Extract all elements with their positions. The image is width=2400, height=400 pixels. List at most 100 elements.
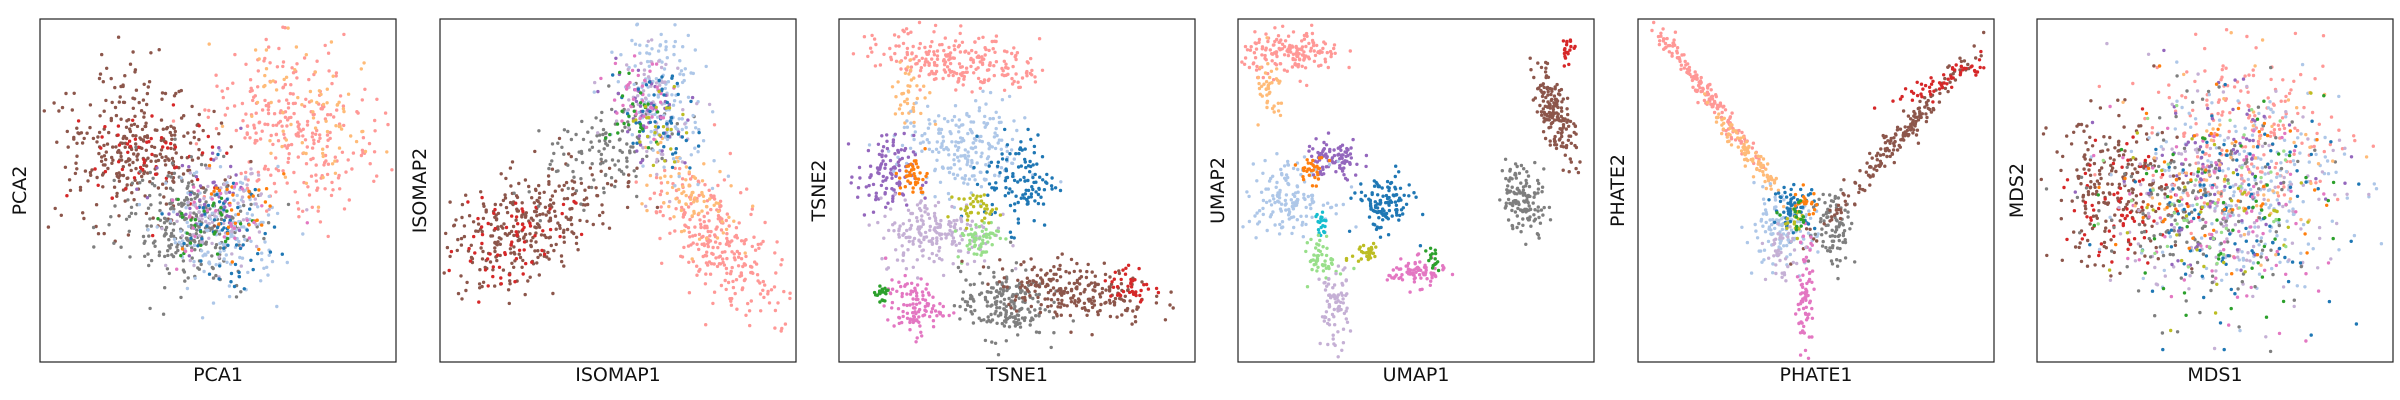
data-point-brown [113, 85, 117, 90]
data-point-blue [256, 252, 260, 256]
data-point-light_blue [933, 119, 937, 124]
data-point-gray [1015, 322, 1020, 326]
scatter-points [42, 25, 394, 320]
data-point-salmon [1333, 51, 1337, 55]
data-point-light_orange [697, 237, 702, 241]
data-point-salmon [909, 30, 913, 34]
data-point-gray [625, 142, 629, 146]
data-point-salmon [697, 232, 702, 237]
data-point-blue [1397, 218, 1401, 222]
data-point-blue [1353, 191, 1357, 195]
data-point-blue [237, 275, 242, 279]
data-point-light_blue [1273, 200, 1277, 205]
data-point-lavender [250, 171, 254, 176]
data-point-lavender [664, 62, 668, 67]
data-point-purple [1338, 163, 1342, 168]
data-point-lavender [935, 231, 939, 235]
data-point-gray [148, 306, 152, 311]
data-point-light_blue [638, 43, 642, 47]
data-point-lavender [950, 204, 954, 209]
data-point-purple [234, 173, 238, 177]
x-axis-label: PCA1 [193, 364, 243, 386]
data-point-light_blue [1286, 163, 1291, 167]
data-point-light_orange [697, 211, 701, 215]
data-point-blue [1393, 187, 1398, 191]
data-point-salmon [1243, 44, 1248, 49]
data-point-salmon [301, 134, 305, 138]
data-point-light_blue [1311, 200, 1316, 204]
data-point-salmon [233, 52, 237, 57]
data-point-salmon [733, 258, 737, 262]
data-point-brown [587, 185, 591, 189]
data-point-salmon [731, 279, 735, 284]
data-point-light_blue [218, 165, 223, 169]
data-point-purple [683, 161, 687, 165]
data-point-gray [617, 138, 622, 142]
data-point-olive [969, 202, 973, 206]
data-point-light_orange [1265, 101, 1269, 105]
data-point-olive [634, 118, 638, 122]
data-point-lavender [207, 236, 211, 240]
data-point-purple [1341, 160, 1346, 164]
data-point-brown [1090, 305, 1095, 310]
data-point-olive [661, 125, 666, 129]
data-point-pink [599, 76, 603, 81]
data-point-gray [601, 132, 605, 137]
data-point-salmon [1264, 32, 1268, 36]
data-point-brown [1107, 298, 1112, 302]
data-point-gray [134, 145, 138, 149]
data-point-brown [1039, 268, 1043, 272]
data-point-brown [480, 257, 485, 261]
data-point-salmon [930, 40, 934, 44]
data-point-light_orange [300, 103, 304, 107]
data-point-light_orange [321, 151, 325, 156]
data-point-salmon [1040, 68, 1045, 73]
data-point-gray [167, 238, 171, 242]
data-point-pink [649, 105, 653, 110]
data-point-light_blue [1300, 223, 1304, 227]
data-point-salmon [1312, 59, 1317, 63]
data-point-salmon [1273, 61, 1277, 66]
data-point-gray [162, 234, 167, 238]
data-point-red [541, 229, 545, 233]
data-point-lavender [954, 243, 958, 247]
data-point-light_orange [333, 171, 338, 175]
data-point-blue [1388, 199, 1393, 203]
data-point-lavender [891, 223, 895, 227]
data-point-green [878, 300, 882, 304]
data-point-light_orange [912, 120, 916, 125]
data-point-gray [1019, 290, 1023, 295]
data-point-light_green [983, 250, 987, 254]
data-point-brown [609, 183, 614, 187]
data-point-brown [459, 243, 464, 247]
data-point-lavender [683, 122, 687, 126]
data-point-salmon [288, 91, 293, 96]
data-point-salmon [688, 235, 692, 239]
data-point-salmon [1266, 39, 1270, 44]
data-point-gray [613, 184, 617, 189]
data-point-light_blue [957, 159, 961, 163]
data-point-blue [1386, 233, 1391, 237]
data-point-lavender [645, 149, 649, 154]
data-point-salmon [251, 98, 255, 103]
data-point-pink [193, 234, 197, 239]
data-point-salmon [1002, 88, 1007, 93]
data-point-pink [905, 311, 910, 315]
data-point-gray [594, 116, 598, 120]
data-point-red [1112, 277, 1117, 281]
data-point-lavender [909, 223, 914, 228]
data-point-brown [508, 282, 512, 286]
data-point-salmon [1329, 54, 1333, 59]
data-point-brown [159, 138, 163, 143]
data-point-blue [661, 131, 666, 135]
data-point-brown [499, 172, 503, 176]
data-point-salmon [741, 264, 745, 269]
data-point-brown [148, 180, 152, 184]
data-point-light_blue [610, 50, 614, 54]
data-point-olive [988, 212, 992, 216]
data-point-brown [121, 136, 125, 141]
data-point-light_blue [660, 60, 664, 64]
data-point-brown [601, 210, 605, 215]
data-point-gray [999, 293, 1004, 298]
data-point-pink [928, 314, 932, 319]
